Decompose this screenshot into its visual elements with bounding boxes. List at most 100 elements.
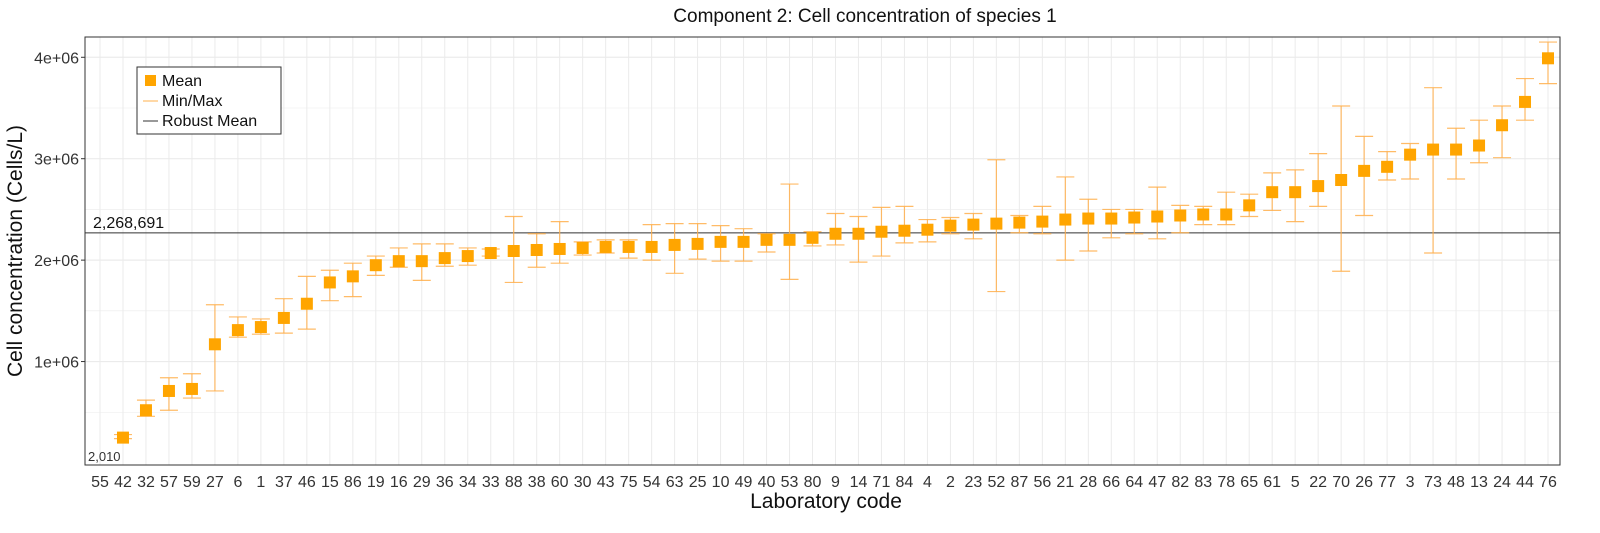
plot-border bbox=[84, 36, 1561, 466]
mean-point-64 bbox=[1128, 211, 1141, 224]
x-tick-label: 65 bbox=[1240, 474, 1258, 491]
x-tick-label: 73 bbox=[1424, 474, 1442, 491]
mean-point-25 bbox=[691, 237, 704, 250]
mean-point-28 bbox=[1082, 212, 1095, 225]
legend-mean-label: Mean bbox=[162, 73, 202, 90]
mean-point-46 bbox=[300, 297, 313, 310]
mean-point-47 bbox=[1151, 210, 1164, 223]
grid bbox=[85, 37, 1560, 465]
x-tick-label: 10 bbox=[712, 474, 730, 491]
mean-point-78 bbox=[1220, 208, 1233, 221]
x-tick-label: 32 bbox=[137, 474, 155, 491]
x-tick-label: 87 bbox=[1010, 474, 1028, 491]
mean-point-19 bbox=[369, 259, 382, 272]
mean-point-1 bbox=[254, 321, 267, 334]
mean-point-86 bbox=[346, 270, 359, 283]
x-tick-label: 64 bbox=[1125, 474, 1143, 491]
mean-point-10 bbox=[714, 235, 727, 248]
mean-point-54 bbox=[645, 240, 658, 253]
mean-point-52 bbox=[990, 217, 1003, 230]
mean-point-57 bbox=[162, 384, 175, 397]
x-tick-label: 60 bbox=[551, 474, 569, 491]
marks bbox=[85, 41, 1560, 444]
x-tick-label: 30 bbox=[574, 474, 592, 491]
x-ticks: 55 42 32 57 59 27 6 1 37 46 15 86 19 16 29 36 34 33 88 38 60… bbox=[91, 474, 1557, 491]
mean-point-23 bbox=[967, 218, 980, 231]
x-tick-label: 9 bbox=[831, 474, 840, 491]
x-tick-label: 16 bbox=[390, 474, 408, 491]
mean-point-77 bbox=[1381, 160, 1394, 173]
x-tick-label: 63 bbox=[666, 474, 684, 491]
x-tick-label: 36 bbox=[436, 474, 454, 491]
x-tick-label: 40 bbox=[758, 474, 776, 491]
x-tick-label: 28 bbox=[1079, 474, 1097, 491]
mean-point-88 bbox=[507, 245, 520, 257]
x-tick-label: 56 bbox=[1033, 474, 1051, 491]
mean-point-15 bbox=[323, 276, 336, 289]
mean-point-70 bbox=[1335, 174, 1348, 187]
mean-point-71 bbox=[875, 225, 888, 238]
y-tick-label: 2e+06 bbox=[34, 253, 79, 270]
mean-point-59 bbox=[185, 382, 198, 395]
mean-point-24 bbox=[1496, 119, 1509, 132]
x-tick-label: 15 bbox=[321, 474, 339, 491]
x-tick-label: 71 bbox=[873, 474, 891, 491]
x-tick-label: 84 bbox=[896, 474, 914, 491]
x-tick-label: 78 bbox=[1217, 474, 1235, 491]
chart-title: Component 2: Cell concentration of speci… bbox=[673, 6, 1056, 27]
x-tick-label: 49 bbox=[735, 474, 753, 491]
mean-point-44 bbox=[1519, 95, 1532, 108]
mean-point-13 bbox=[1473, 139, 1486, 152]
x-tick-label: 77 bbox=[1378, 474, 1396, 491]
mean-point-2 bbox=[944, 219, 957, 232]
x-tick-label: 19 bbox=[367, 474, 385, 491]
x-tick-label: 75 bbox=[620, 474, 638, 491]
x-tick-label: 3 bbox=[1406, 474, 1415, 491]
x-tick-label: 33 bbox=[482, 474, 500, 491]
x-tick-label: 55 bbox=[91, 474, 109, 491]
x-tick-label: 59 bbox=[183, 474, 201, 491]
x-tick-label: 52 bbox=[987, 474, 1005, 491]
mean-point-4 bbox=[921, 223, 934, 236]
x-tick-label: 1 bbox=[256, 474, 265, 491]
mean-point-38 bbox=[530, 243, 543, 256]
x-tick-label: 25 bbox=[689, 474, 707, 491]
x-tick-label: 83 bbox=[1194, 474, 1212, 491]
x-tick-label: 54 bbox=[643, 474, 661, 491]
legend: Mean Min/Max Robust Mean bbox=[136, 66, 282, 135]
y-tick-label: 3e+06 bbox=[34, 152, 79, 169]
mean-point-6 bbox=[231, 324, 244, 337]
mean-point-66 bbox=[1105, 212, 1118, 225]
mean-point-26 bbox=[1358, 164, 1371, 177]
x-tick-label: 46 bbox=[298, 474, 316, 491]
x-tick-label: 37 bbox=[275, 474, 293, 491]
x-tick-label: 76 bbox=[1539, 474, 1557, 491]
x-tick-label: 22 bbox=[1309, 474, 1327, 491]
mean-point-14 bbox=[852, 227, 865, 240]
x-tick-label: 43 bbox=[597, 474, 615, 491]
x-tick-label: 61 bbox=[1263, 474, 1281, 491]
x-tick-label: 14 bbox=[850, 474, 868, 491]
x-tick-label: 86 bbox=[344, 474, 362, 491]
mean-point-34 bbox=[461, 250, 474, 263]
x-tick-label: 26 bbox=[1355, 474, 1373, 491]
y-tick-label: 4e+06 bbox=[34, 50, 79, 67]
y-axis-label: Cell concentration (Cells/L) bbox=[4, 125, 27, 377]
x-tick-label: 57 bbox=[160, 474, 178, 491]
legend-robust-label: Robust Mean bbox=[162, 113, 257, 130]
x-tick-label: 42 bbox=[114, 474, 132, 491]
mean-point-9 bbox=[829, 227, 842, 240]
x-tick-label: 5 bbox=[1291, 474, 1300, 491]
mean-point-5 bbox=[1289, 186, 1302, 199]
x-tick-label: 66 bbox=[1102, 474, 1120, 491]
mean-point-3 bbox=[1404, 148, 1417, 161]
mean-point-56 bbox=[1036, 215, 1049, 228]
mean-point-61 bbox=[1266, 186, 1279, 199]
mean-point-21 bbox=[1059, 213, 1072, 226]
mean-point-60 bbox=[553, 242, 566, 255]
x-tick-label: 53 bbox=[781, 474, 799, 491]
mean-point-75 bbox=[622, 240, 635, 253]
x-tick-label: 88 bbox=[505, 474, 523, 491]
